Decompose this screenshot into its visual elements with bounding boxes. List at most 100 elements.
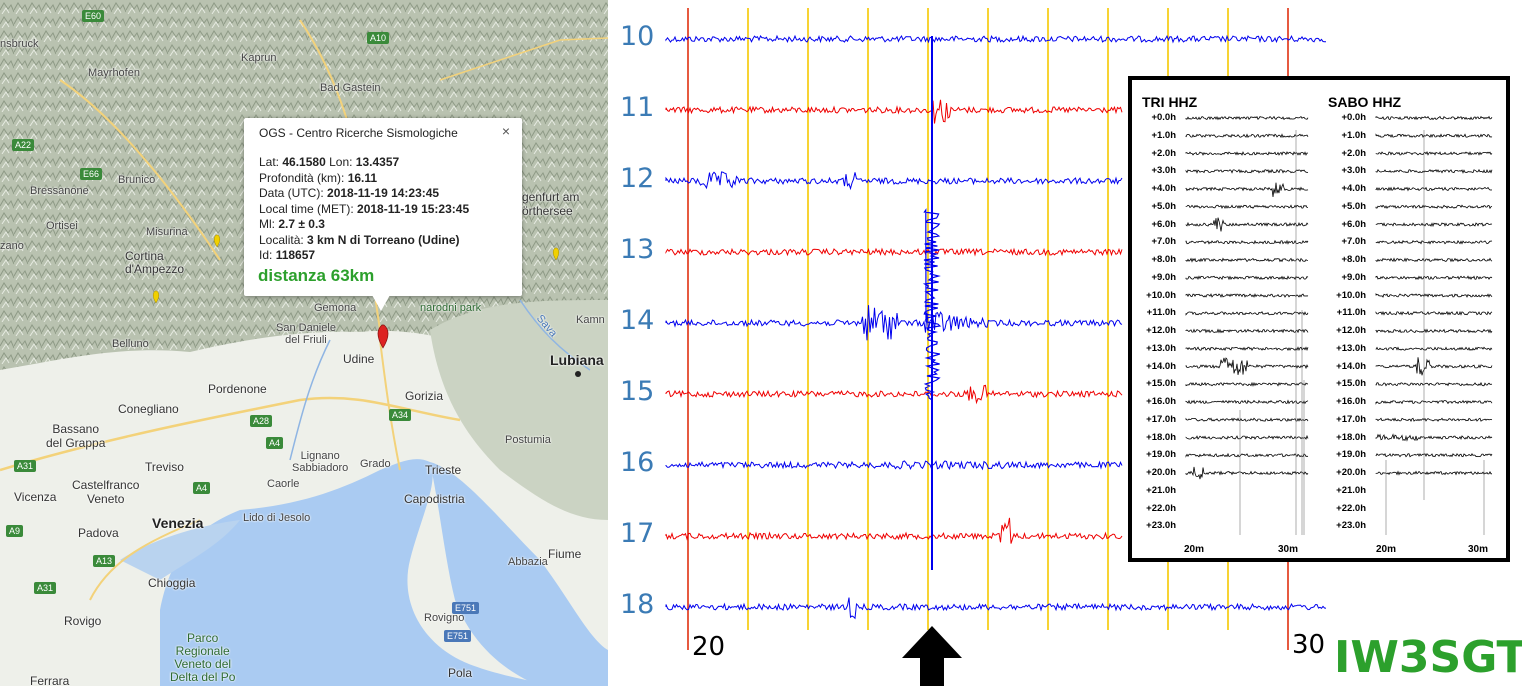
callsign-watermark: IW3SGT: [1334, 632, 1522, 683]
hour-label: 15: [620, 376, 655, 407]
inset-row-label: +19.0h: [1146, 449, 1176, 461]
road-shield-e751-south: E751: [444, 630, 472, 642]
map-label-gorizia: Gorizia: [405, 389, 444, 403]
inset-row-label: +21.0h: [1146, 484, 1176, 496]
inset-trace: [1185, 357, 1309, 375]
inset-tick-20m-right: 20m: [1376, 544, 1397, 555]
inset-trace: [1185, 257, 1309, 263]
map-label-bressanone: Bressanone: [30, 185, 89, 197]
map-label-conegliano: Conegliano: [118, 402, 179, 416]
map-label-belluno: Belluno: [112, 338, 149, 350]
popup-pointer: [372, 295, 390, 311]
map-label-abbazia: Abbazia: [508, 556, 548, 568]
inset-row-label: +11.0h: [1146, 307, 1176, 319]
minute-label-end: 30: [1290, 630, 1328, 660]
inset-trace: [1375, 151, 1493, 156]
close-icon[interactable]: ×: [501, 123, 510, 139]
inset-row-label: +14.0h: [1336, 360, 1366, 372]
map-label-triglav: narodni park: [420, 302, 482, 314]
magnitude-value: 2.7 ± 0.3: [278, 217, 325, 231]
hour-label: 11: [620, 92, 655, 123]
inset-row-label: +19.0h: [1336, 449, 1366, 461]
inset-trace: [1375, 222, 1493, 228]
map-panel[interactable]: nsbruck Mayrhofen Kaprun Bad Gastein Bru…: [0, 0, 608, 686]
hour-label: 13: [620, 234, 655, 265]
id-value: 118657: [275, 248, 316, 262]
hour-label: 12: [620, 163, 655, 194]
inset-trace: [1185, 452, 1309, 458]
hour-label: 18: [620, 589, 655, 620]
map-label-bolzano: zano: [0, 240, 24, 252]
road-shield-e60: E60: [82, 10, 105, 22]
inset-row-label: +15.0h: [1146, 378, 1176, 390]
road-shield-a22: A22: [12, 139, 35, 151]
inset-trace: [1375, 275, 1493, 281]
station-label-sabo: SABO HHZ: [1328, 94, 1402, 110]
inset-trace: [1375, 204, 1493, 210]
id-label: Id:: [259, 248, 273, 262]
inset-row-label: +13.0h: [1146, 342, 1176, 354]
minute-label-start: 20: [690, 632, 728, 662]
inset-trace: [1375, 240, 1493, 245]
inset-row-label: +7.0h: [1151, 236, 1176, 248]
hour-label: 16: [620, 447, 655, 478]
map-label-ferrara: Ferrara: [30, 674, 70, 686]
map-label-brunico: Brunico: [118, 174, 156, 186]
map-label-ortisei: Ortisei: [46, 220, 78, 232]
inset-row-label: +23.0h: [1146, 520, 1176, 532]
station-label-tri: TRI HHZ: [1142, 94, 1198, 110]
inset-row-label: +5.0h: [1151, 200, 1176, 212]
inset-trace: [1375, 310, 1493, 316]
map-label-lubiana: Lubiana: [550, 352, 604, 368]
inset-row-label: +6.0h: [1341, 218, 1366, 230]
map-label-caorle: Caorle: [267, 478, 300, 490]
inset-trace: [1185, 204, 1309, 210]
inset-trace: [1375, 399, 1493, 405]
seismogram-trace: [665, 34, 1326, 44]
inset-trace: [1375, 168, 1493, 174]
inset-row-label: +5.0h: [1341, 200, 1366, 212]
map-label-rovigno: Rovigno: [424, 612, 465, 624]
inset-row-label: +12.0h: [1336, 325, 1366, 336]
lat-label: Lat:: [259, 155, 280, 169]
inset-trace: [1375, 433, 1493, 442]
inset-row-label: +20.0h: [1146, 467, 1176, 478]
hour-label: 17: [620, 518, 655, 549]
epicenter-marker: [377, 324, 389, 349]
inset-row-label: +18.0h: [1146, 431, 1176, 443]
seismogram-trace: [665, 517, 1123, 544]
inset-trace: [1375, 257, 1493, 263]
local-time-label: Local time (MET):: [259, 201, 354, 216]
inset-row-label: +4.0h: [1341, 183, 1366, 194]
inset-trace: [1185, 466, 1309, 480]
local-time-value: 2018-11-19 15:23:45: [357, 201, 470, 216]
map-label-cortina: Cortina d'Ampezzo: [125, 249, 184, 276]
map-label-lignano: Lignano Sabbiadoro: [292, 450, 349, 474]
road-shield-a34: A34: [389, 409, 412, 421]
seismogram-trace: [665, 99, 1123, 124]
inset-trace: [1185, 328, 1309, 334]
inset-row-label: +0.0h: [1151, 112, 1176, 123]
date-label: Data (UTC):: [259, 186, 324, 200]
map-terrain: [0, 0, 608, 686]
lon-label: Lon:: [329, 155, 353, 169]
inset-row-label: +2.0h: [1151, 147, 1176, 159]
inset-row-label: +22.0h: [1336, 502, 1366, 514]
earthquake-info-popup: OGS - Centro Ricerche Sismologiche × Lat…: [244, 118, 522, 296]
popup-title: OGS - Centro Ricerche Sismologiche: [259, 126, 458, 140]
distance-text: distanza 63km: [258, 266, 375, 285]
inset-trace: [1185, 346, 1309, 352]
inset-trace: [1375, 293, 1493, 298]
inset-row-label: +1.0h: [1341, 129, 1366, 141]
inset-trace: [1375, 328, 1493, 334]
inset-row-label: +7.0h: [1341, 236, 1366, 248]
map-label-vicenza: Vicenza: [14, 490, 57, 504]
inset-trace: [1185, 275, 1309, 281]
inset-row-label: +13.0h: [1336, 342, 1366, 354]
inset-row-label: +1.0h: [1151, 129, 1176, 141]
map-label-postumia: Postumia: [505, 434, 551, 446]
magnitude-label: Ml:: [259, 217, 275, 231]
map-label-bassano: Bassano del Grappa: [46, 422, 106, 450]
road-shield-a9: A9: [6, 525, 24, 537]
inset-row-label: +17.0h: [1146, 413, 1176, 425]
